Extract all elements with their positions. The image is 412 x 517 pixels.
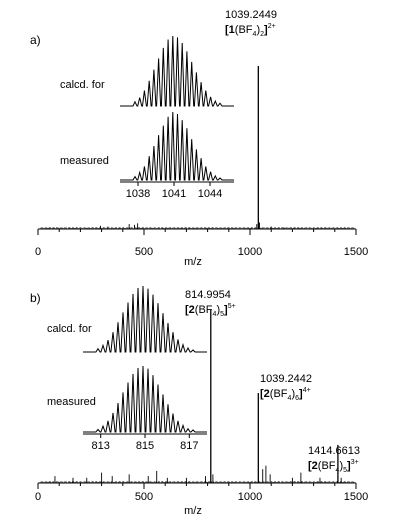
ion-label-part: (BF xyxy=(235,24,253,36)
ion-label-part: ) xyxy=(256,24,260,36)
x-axis-label: m/z xyxy=(184,505,202,517)
ion-label-part: 1 xyxy=(229,24,235,36)
ion-formula-label: [2(BF4)5]5+ xyxy=(185,303,236,318)
ion-label-part: (BF xyxy=(318,460,336,472)
x-tick-label: 500 xyxy=(135,246,153,258)
ion-label-part: 2 xyxy=(264,388,270,400)
isotope-pattern-trace xyxy=(83,285,207,353)
ion-label-part: [ xyxy=(225,24,229,36)
ion-label-part: 4 xyxy=(213,311,217,318)
isotope-pattern-trace xyxy=(83,365,207,433)
ion-label-part: ) xyxy=(216,304,220,316)
ion-label-part: 2 xyxy=(260,31,264,38)
x-tick-label: 1000 xyxy=(238,246,262,258)
inset-label: measured xyxy=(47,396,96,408)
ion-label-part: 2 xyxy=(312,460,318,472)
inset-label: measured xyxy=(60,155,109,167)
ion-label-part: ] xyxy=(224,304,228,316)
peak-value-label: 1039.2449 xyxy=(225,9,277,21)
ion-label-part: ) xyxy=(291,388,295,400)
isotope-pattern-trace xyxy=(120,35,234,107)
ion-label-part: 2+ xyxy=(268,23,276,30)
ion-label-part: 5 xyxy=(220,311,224,318)
inset-label: calcd. for xyxy=(47,323,92,335)
ion-label-part: [ xyxy=(308,460,312,472)
inset-x-tick-label: 1041 xyxy=(162,188,186,200)
ion-label-part: 3+ xyxy=(351,459,359,466)
inset-x-tick-label: 815 xyxy=(136,440,154,452)
peak-value-label: 1039.2442 xyxy=(260,373,312,385)
x-tick-label: 1500 xyxy=(344,491,368,503)
ion-label-part: 4+ xyxy=(303,387,311,394)
inset-x-tick-label: 1038 xyxy=(126,188,150,200)
ion-label-part: 4 xyxy=(253,31,257,38)
x-tick-label: 1000 xyxy=(238,491,262,503)
panel-label: a) xyxy=(30,33,41,47)
isotope-pattern-trace xyxy=(120,111,234,181)
ion-label-part: 5 xyxy=(343,467,347,474)
ion-label-part: 4 xyxy=(288,395,292,402)
x-tick-label: 1500 xyxy=(344,246,368,258)
inset-label: calcd. for xyxy=(60,79,105,91)
ion-formula-label: [1(BF4)2]2+ xyxy=(225,23,276,38)
x-axis-label: m/z xyxy=(184,256,202,268)
inset-x-tick-label: 1044 xyxy=(198,188,222,200)
ion-label-part: (BF xyxy=(270,388,288,400)
ion-label-part: 6 xyxy=(295,395,299,402)
ion-label-part: ] xyxy=(264,24,268,36)
x-tick-label: 0 xyxy=(35,491,41,503)
inset-x-tick-label: 817 xyxy=(180,440,198,452)
ion-formula-label: [2(BF4)6]4+ xyxy=(260,387,311,402)
ion-label-part: [ xyxy=(185,304,189,316)
inset-x-tick-label: 813 xyxy=(92,440,110,452)
ion-label-part: 4 xyxy=(336,467,340,474)
ion-label-part: (BF xyxy=(195,304,213,316)
ion-label-part: ] xyxy=(299,388,303,400)
ion-label-part: ] xyxy=(347,460,351,472)
ion-label-part: 5+ xyxy=(228,303,236,310)
panel-label: b) xyxy=(30,291,41,305)
x-tick-label: 500 xyxy=(135,491,153,503)
ion-formula-label: [2(BF4)5]3+ xyxy=(308,459,359,474)
ion-label-part: ) xyxy=(339,460,343,472)
x-tick-label: 0 xyxy=(35,246,41,258)
ion-label-part: [ xyxy=(260,388,264,400)
peak-value-label: 1414.6613 xyxy=(308,445,360,457)
ion-label-part: 2 xyxy=(189,304,195,316)
peak-value-label: 814.9954 xyxy=(185,289,231,301)
